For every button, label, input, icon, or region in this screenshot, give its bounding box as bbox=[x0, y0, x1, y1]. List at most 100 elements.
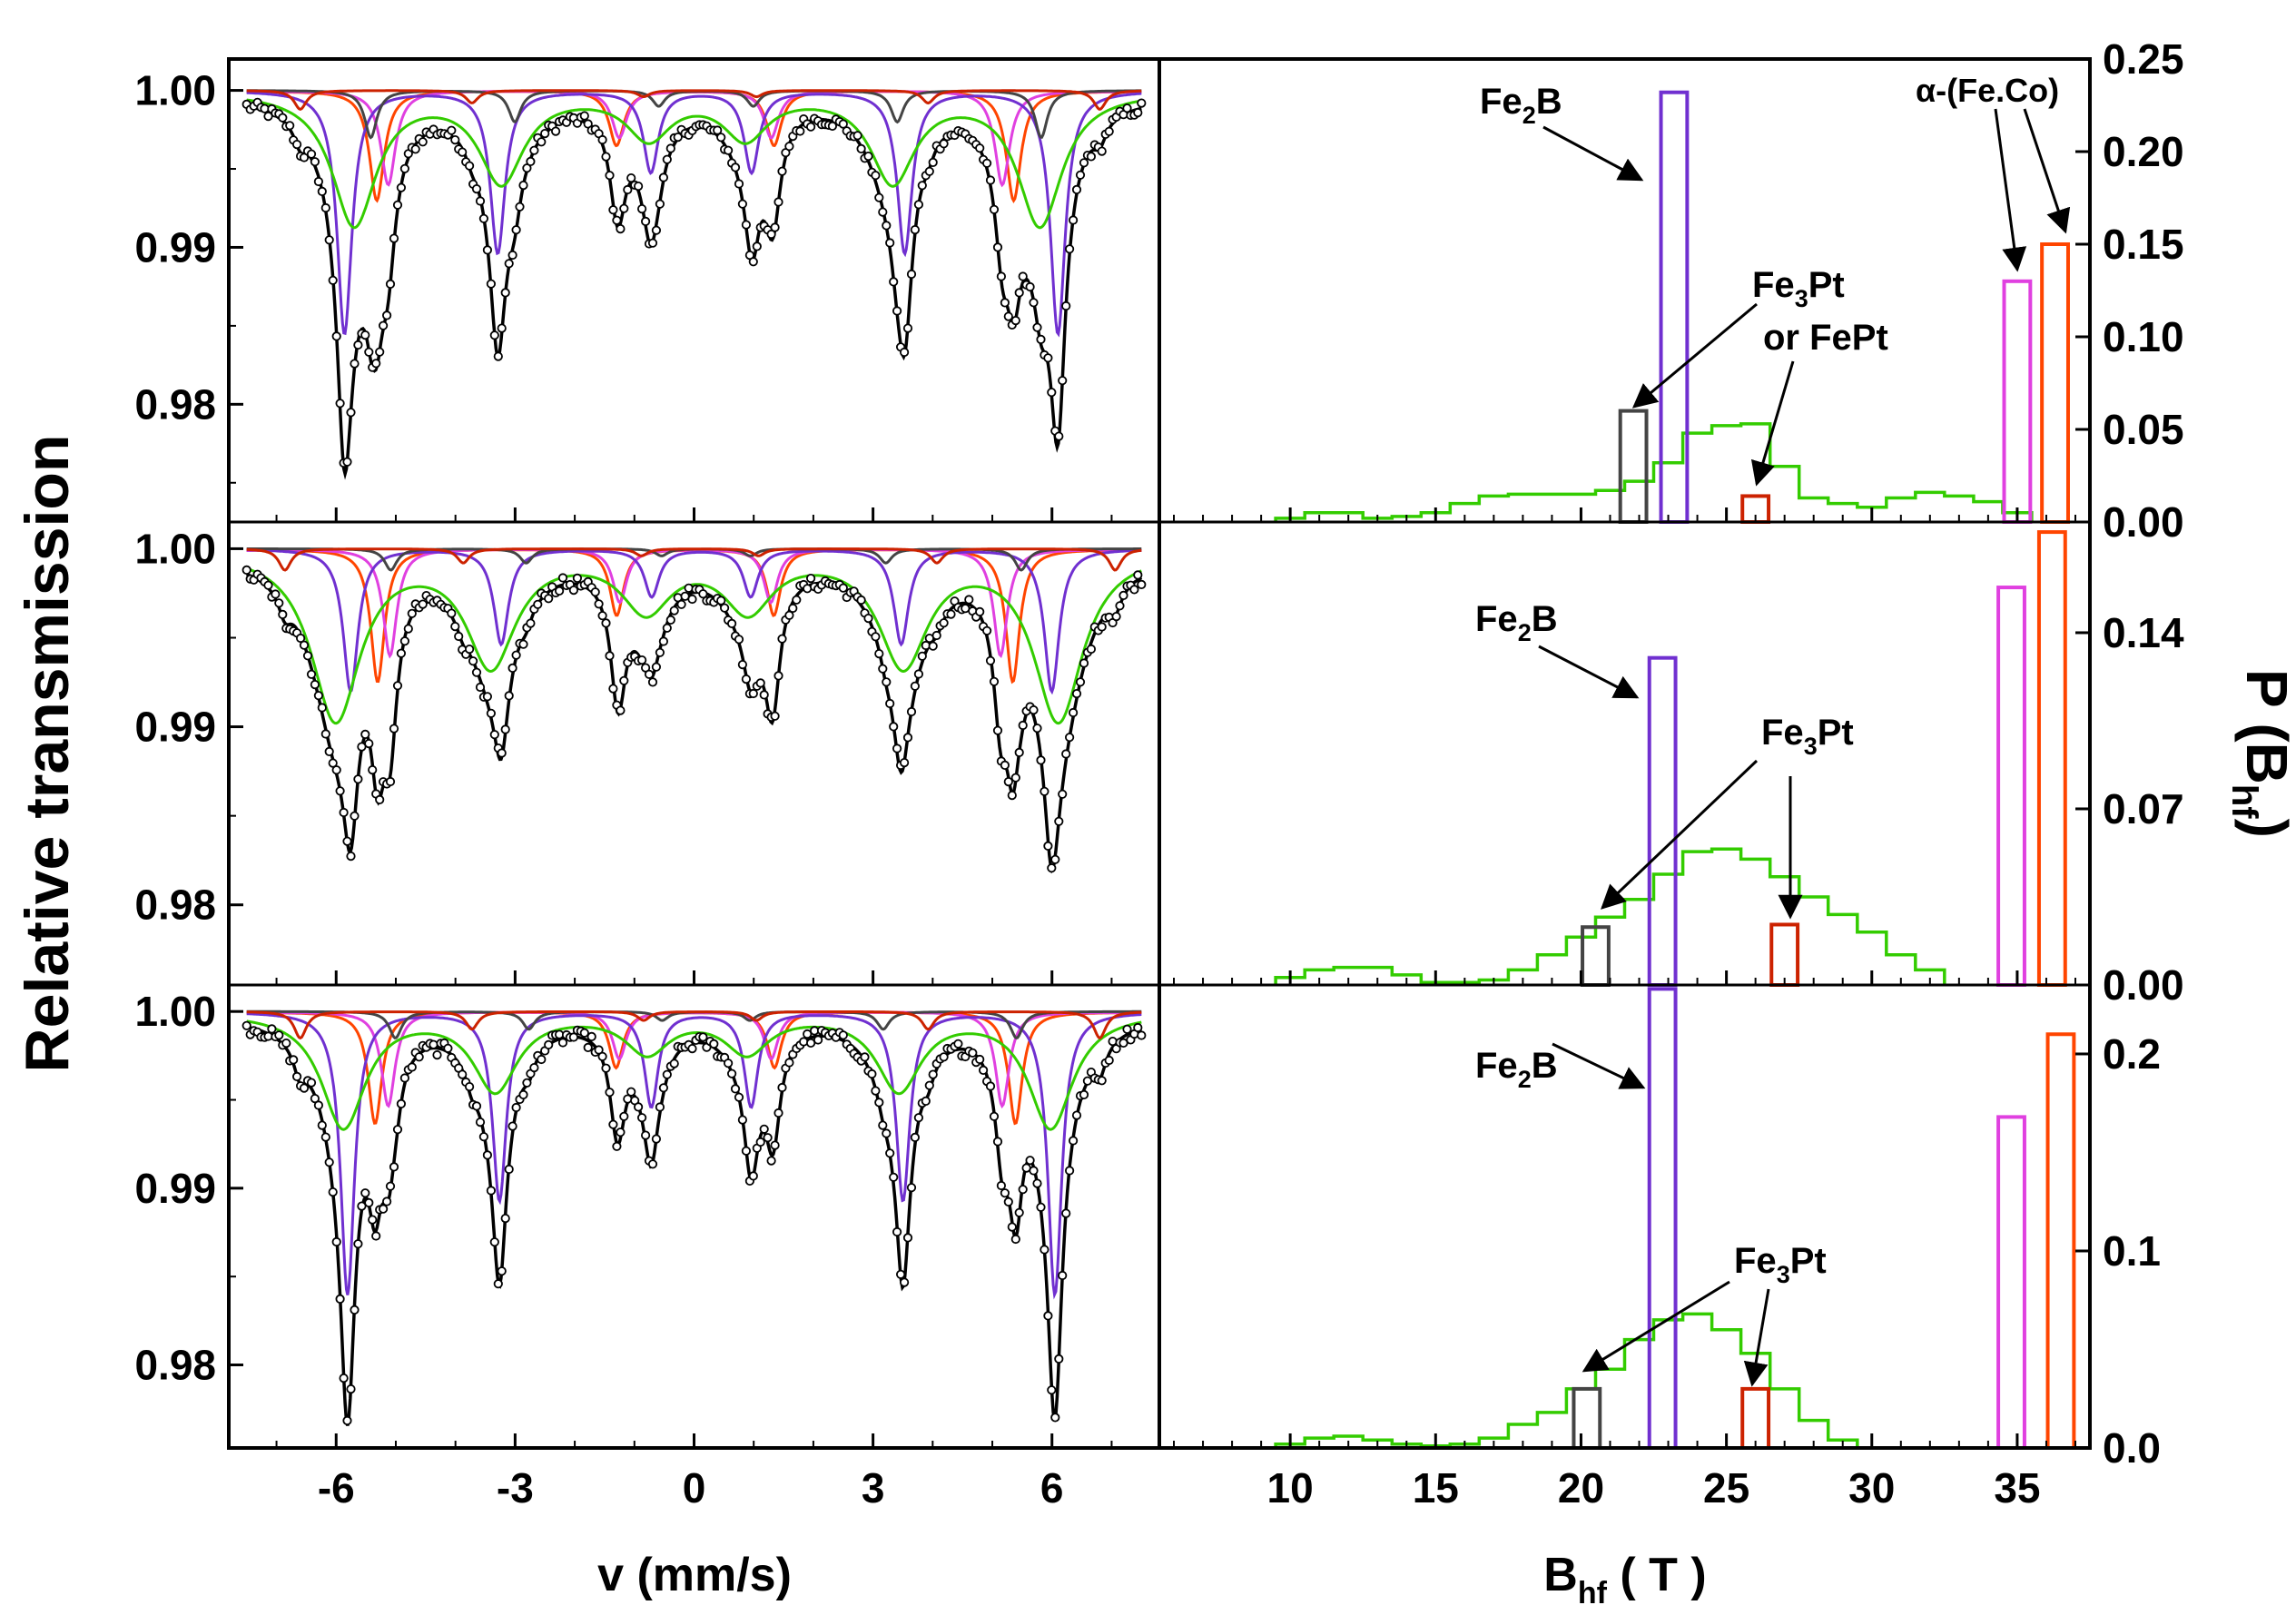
data-point bbox=[389, 724, 399, 734]
data-point bbox=[770, 1140, 780, 1150]
label-fe3pt-middle: Fe3Pt bbox=[1761, 713, 1854, 760]
data-point bbox=[605, 1088, 615, 1098]
data-point bbox=[910, 225, 921, 235]
y-tick-label: 0.99 bbox=[134, 223, 216, 271]
data-point bbox=[1043, 353, 1053, 363]
data-point bbox=[763, 1133, 773, 1143]
data-point bbox=[342, 836, 352, 846]
data-point bbox=[1104, 1055, 1114, 1066]
data-point bbox=[871, 171, 881, 181]
data-point bbox=[623, 184, 633, 195]
data-point bbox=[982, 625, 992, 635]
data-point bbox=[1032, 1178, 1042, 1188]
data-point bbox=[335, 399, 345, 409]
data-point bbox=[1054, 1354, 1064, 1364]
data-point bbox=[396, 1098, 406, 1109]
data-point bbox=[399, 1073, 409, 1083]
data-point bbox=[278, 609, 288, 620]
data-point bbox=[1133, 570, 1143, 580]
data-point bbox=[368, 764, 378, 775]
data-point bbox=[500, 724, 510, 734]
data-point bbox=[716, 133, 726, 143]
data-point bbox=[306, 149, 317, 159]
data-point bbox=[616, 224, 626, 234]
data-point bbox=[889, 722, 899, 732]
data-point bbox=[655, 199, 665, 209]
data-point bbox=[647, 1159, 658, 1169]
data-point bbox=[597, 611, 607, 621]
data-point bbox=[899, 1277, 910, 1287]
data-point bbox=[540, 129, 550, 139]
data-point bbox=[953, 1039, 963, 1049]
data-point bbox=[353, 340, 363, 350]
data-point bbox=[360, 1188, 370, 1198]
data-point bbox=[537, 137, 547, 147]
data-point bbox=[518, 639, 528, 649]
data-point bbox=[414, 1052, 424, 1062]
data-point bbox=[1069, 1136, 1079, 1146]
data-point bbox=[1133, 108, 1143, 118]
data-point bbox=[1097, 622, 1107, 632]
data-point bbox=[626, 1087, 636, 1097]
right-axis-title-tail: ) bbox=[2234, 819, 2296, 838]
spectrum-panel-3 bbox=[241, 1009, 1147, 1426]
data-point bbox=[882, 677, 892, 687]
data-point bbox=[568, 585, 579, 596]
data-point bbox=[734, 179, 744, 189]
data-point bbox=[799, 1037, 809, 1047]
data-point bbox=[647, 677, 658, 687]
data-point bbox=[1000, 1188, 1010, 1198]
data-point bbox=[899, 347, 910, 358]
data-point bbox=[910, 1132, 921, 1143]
data-point bbox=[774, 671, 783, 681]
data-point bbox=[526, 618, 536, 628]
data-point bbox=[698, 589, 708, 599]
data-point bbox=[346, 851, 356, 862]
frame bbox=[227, 57, 2092, 1450]
data-point bbox=[511, 225, 521, 235]
data-point bbox=[342, 457, 352, 467]
data-point bbox=[291, 140, 302, 150]
data-point bbox=[331, 1236, 341, 1247]
data-point bbox=[788, 603, 798, 614]
data-point bbox=[1065, 733, 1075, 743]
data-point bbox=[1069, 215, 1079, 225]
data-point bbox=[1071, 1110, 1082, 1120]
data-point bbox=[385, 279, 396, 289]
right-y-tick-label: 0.10 bbox=[2103, 313, 2184, 360]
data-point bbox=[878, 1120, 888, 1130]
data-point bbox=[1036, 755, 1046, 765]
y-tick-label: 1.00 bbox=[134, 525, 216, 572]
data-point bbox=[1040, 1245, 1049, 1255]
data-point bbox=[522, 1078, 532, 1088]
label-or-fept-top: or FePt bbox=[1763, 318, 1888, 358]
data-point bbox=[924, 166, 934, 176]
data-point bbox=[418, 599, 428, 609]
data-point bbox=[399, 163, 409, 173]
data-point bbox=[597, 1051, 607, 1061]
distribution-panel-1 bbox=[1274, 90, 2070, 525]
data-point bbox=[1014, 747, 1024, 758]
data-point bbox=[471, 667, 482, 677]
data-point bbox=[856, 595, 866, 606]
data-point bbox=[335, 786, 345, 796]
data-point bbox=[1065, 244, 1075, 254]
data-point bbox=[910, 681, 921, 691]
component-curve-6 bbox=[246, 89, 1142, 112]
data-point bbox=[759, 1124, 769, 1134]
data-point bbox=[378, 320, 389, 330]
data-point bbox=[450, 621, 460, 632]
data-point bbox=[557, 1038, 568, 1048]
data-point bbox=[1097, 1076, 1107, 1086]
data-point bbox=[507, 1121, 517, 1131]
data-point bbox=[554, 586, 565, 596]
data-point bbox=[320, 729, 330, 739]
bar-3 bbox=[1769, 922, 1800, 988]
data-point bbox=[339, 807, 349, 818]
y-tick-label: 1.00 bbox=[134, 988, 216, 1035]
data-point bbox=[306, 1078, 317, 1088]
data-point bbox=[396, 648, 406, 658]
data-point bbox=[285, 121, 295, 131]
data-point bbox=[662, 623, 672, 633]
data-point bbox=[741, 1146, 752, 1156]
